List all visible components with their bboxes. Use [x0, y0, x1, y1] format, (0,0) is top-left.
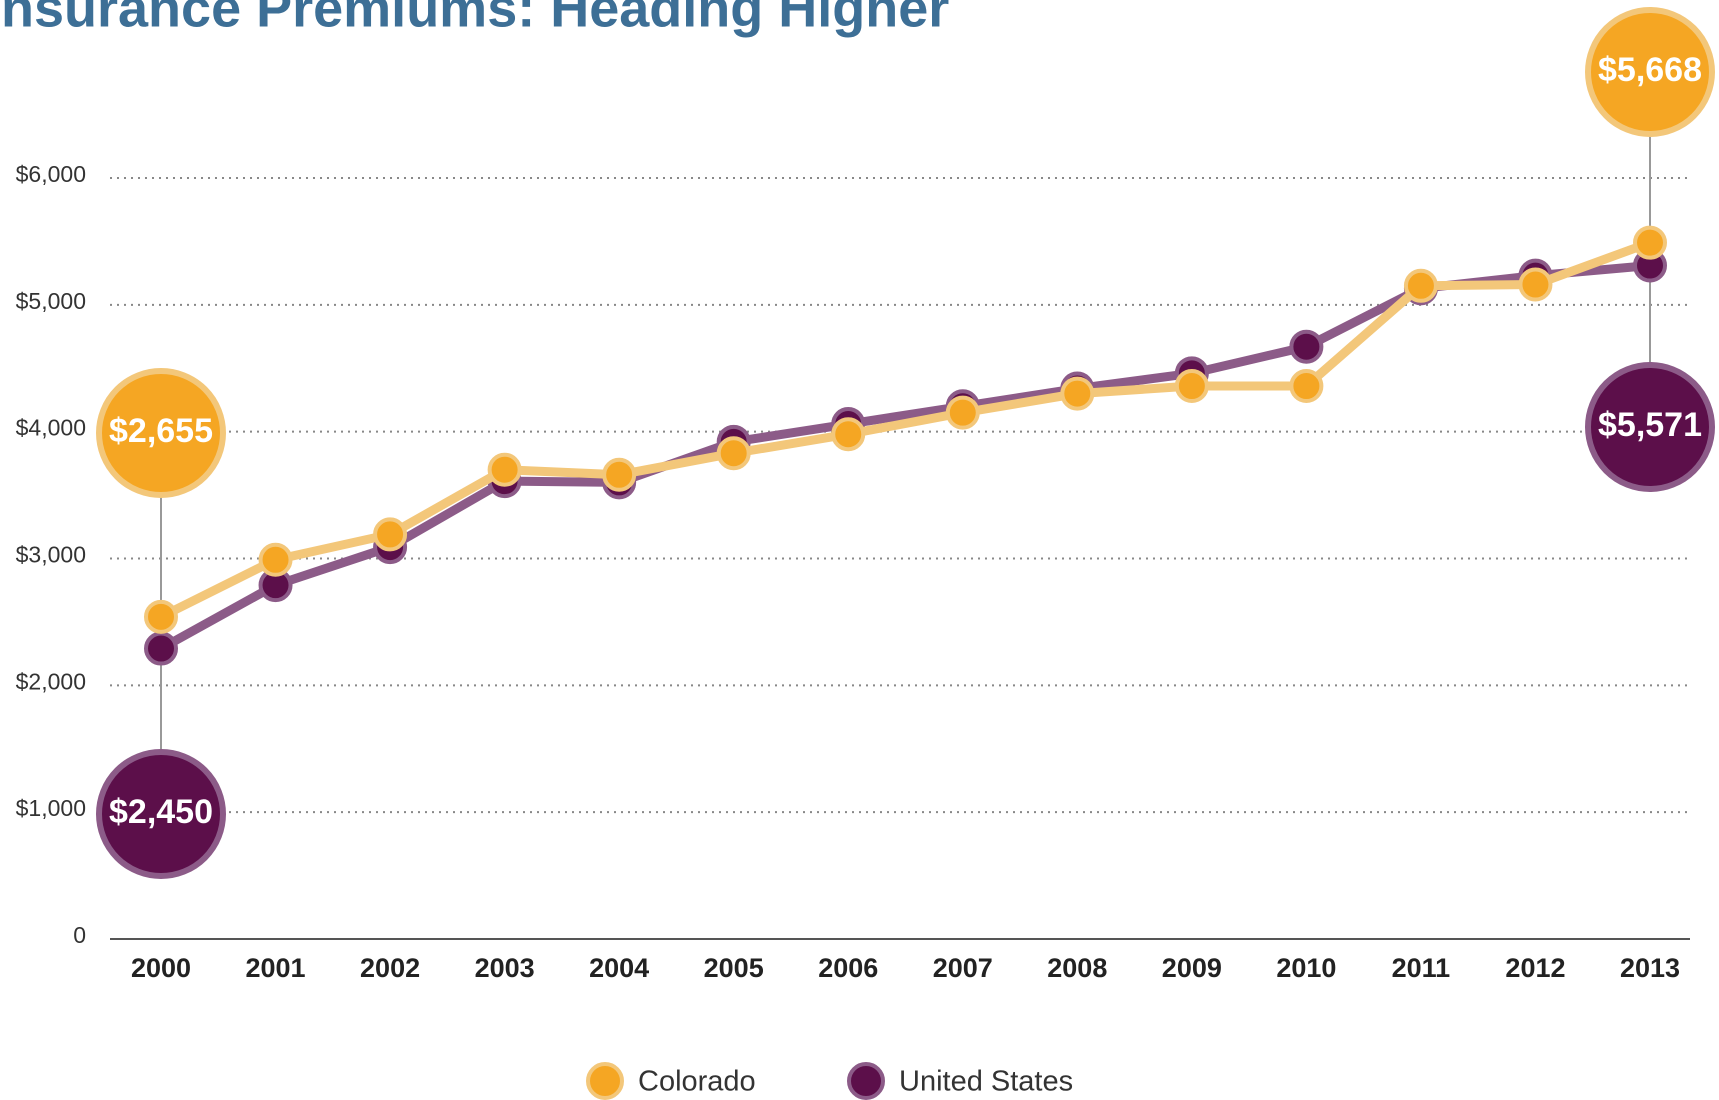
x-tick-label: 2009 — [1162, 953, 1222, 983]
point — [1289, 329, 1324, 364]
x-tick-label: 2002 — [360, 953, 420, 983]
x-tick-label: 2013 — [1620, 953, 1680, 983]
y-tick-label: $3,000 — [16, 542, 86, 568]
x-tick-label: 2004 — [589, 953, 649, 983]
callout-bubble — [96, 368, 226, 498]
point — [373, 517, 408, 552]
x-tick-label: 2006 — [818, 953, 878, 983]
legend-label: Colorado — [638, 1066, 756, 1098]
x-tick-label: 2000 — [131, 953, 191, 983]
callout-label: $5,668 — [1598, 51, 1702, 89]
legend-label: United States — [899, 1066, 1073, 1098]
y-tick-label: $1,000 — [16, 795, 86, 821]
legend-swatch — [847, 1062, 885, 1100]
point — [716, 436, 751, 471]
callout-label: $2,450 — [109, 793, 213, 831]
y-tick-label: $6,000 — [16, 161, 86, 187]
x-tick-label: 2005 — [704, 953, 764, 983]
x-tick-label: 2008 — [1047, 953, 1107, 983]
point — [1289, 369, 1324, 404]
x-tick-label: 2012 — [1505, 953, 1565, 983]
point — [258, 542, 293, 577]
point — [1060, 376, 1095, 411]
point — [144, 599, 178, 634]
point — [945, 395, 980, 430]
x-tick-label: 2007 — [933, 953, 993, 983]
y-tick-label: $5,000 — [16, 288, 86, 314]
point — [487, 452, 522, 487]
y-tick-label: $4,000 — [16, 415, 86, 441]
legend-swatch — [586, 1062, 624, 1100]
point — [1174, 369, 1209, 404]
callout-bubble — [1585, 7, 1715, 137]
point — [1633, 225, 1667, 260]
point — [1518, 267, 1553, 302]
point — [602, 457, 637, 492]
series-line — [158, 261, 1651, 653]
callout-label: $5,571 — [1598, 406, 1702, 444]
y-tick-label: 0 — [73, 922, 86, 948]
x-tick-label: 2010 — [1276, 953, 1336, 983]
point — [1403, 268, 1438, 303]
x-tick-label: 2001 — [245, 953, 305, 983]
x-tick-label: 2003 — [475, 953, 535, 983]
callout-bubble — [1585, 362, 1715, 492]
y-tick-label: $2,000 — [16, 668, 86, 694]
x-tick-label: 2011 — [1392, 953, 1451, 983]
point — [144, 631, 178, 666]
series-line — [158, 238, 1652, 621]
chart-title: Insurance Premiums: Heading Higher — [0, 0, 949, 38]
callout-bubble — [96, 749, 226, 879]
point — [831, 417, 866, 452]
callout-label: $2,655 — [109, 412, 213, 450]
